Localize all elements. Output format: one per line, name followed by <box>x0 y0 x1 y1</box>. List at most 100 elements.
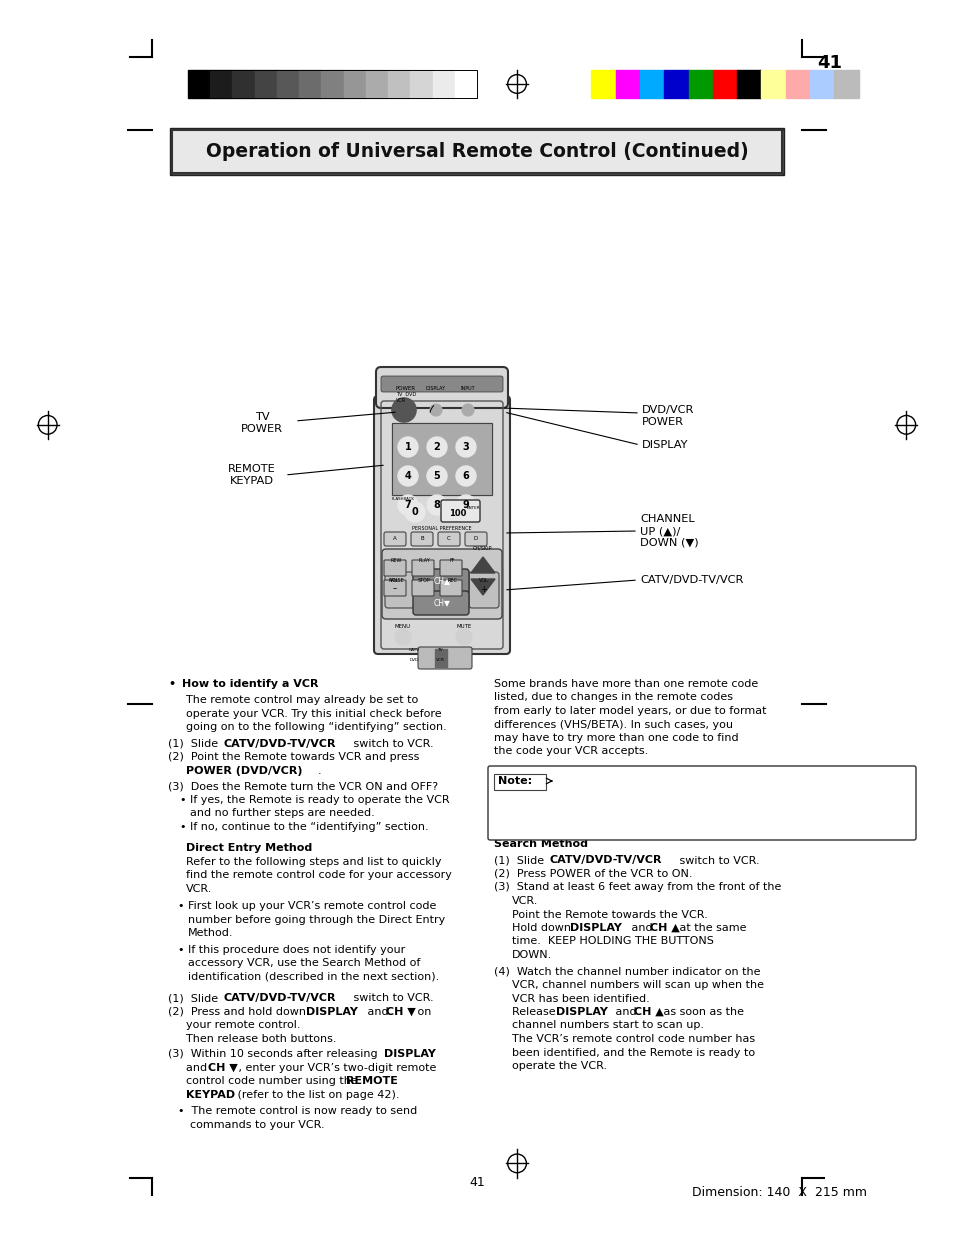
Text: the code your VCR accepts.: the code your VCR accepts. <box>494 746 648 757</box>
Bar <box>233 70 254 98</box>
Text: CH▼: CH▼ <box>433 599 450 608</box>
FancyBboxPatch shape <box>384 559 406 576</box>
Text: TV: TV <box>436 648 442 652</box>
Text: FLASHBACK: FLASHBACK <box>392 496 415 501</box>
Text: (refer to the list on page 42).: (refer to the list on page 42). <box>233 1091 399 1100</box>
Text: switch to VCR.: switch to VCR. <box>350 739 434 748</box>
Text: (2)  Press and hold down: (2) Press and hold down <box>168 1007 309 1016</box>
Text: as soon as the: as soon as the <box>659 1007 743 1016</box>
Text: 100: 100 <box>449 510 466 519</box>
Text: Depending on the model, year produced,: Depending on the model, year produced, <box>499 787 729 797</box>
Circle shape <box>456 495 476 515</box>
Bar <box>392 424 492 495</box>
Text: C: C <box>447 536 451 541</box>
Text: accessory VCR, use the Search Method of: accessory VCR, use the Search Method of <box>188 958 420 968</box>
Text: 2: 2 <box>434 442 440 452</box>
Text: DVD/VCR
POWER: DVD/VCR POWER <box>641 405 694 427</box>
Bar <box>321 70 343 98</box>
Text: 3: 3 <box>462 442 469 452</box>
Text: 5: 5 <box>434 471 440 480</box>
Text: •: • <box>168 679 175 689</box>
Text: • If this procedure does not identify your: • If this procedure does not identify yo… <box>178 945 405 955</box>
Text: commands to your VCR.: commands to your VCR. <box>190 1120 324 1130</box>
Bar <box>737 70 760 98</box>
Text: Search Method: Search Method <box>494 839 587 848</box>
Text: VCR.: VCR. <box>186 884 213 894</box>
Text: identification (described in the next section).: identification (described in the next se… <box>188 972 438 982</box>
Text: Then release both buttons.: Then release both buttons. <box>186 1034 336 1044</box>
Text: going on to the following “identifying” section.: going on to the following “identifying” … <box>186 722 446 732</box>
Text: CH▲: CH▲ <box>433 577 450 585</box>
Bar <box>435 650 447 667</box>
Text: Direct Entry Method: Direct Entry Method <box>186 844 312 853</box>
Text: (3)  Within 10 seconds after releasing: (3) Within 10 seconds after releasing <box>168 1050 381 1060</box>
Text: Point the Remote towards the VCR.: Point the Remote towards the VCR. <box>512 909 707 920</box>
FancyBboxPatch shape <box>381 550 501 619</box>
Text: 9: 9 <box>462 500 469 510</box>
Text: (3)  Does the Remote turn the VCR ON and OFF?: (3) Does the Remote turn the VCR ON and … <box>168 782 437 792</box>
Text: (1)  Slide: (1) Slide <box>494 856 547 866</box>
Text: not be compatible with the remote control.: not be compatible with the remote contro… <box>499 814 739 824</box>
Text: time.  KEEP HOLDING THE BUTTONS: time. KEEP HOLDING THE BUTTONS <box>512 936 713 946</box>
Text: 1: 1 <box>404 442 411 452</box>
Text: VOL: VOL <box>478 578 488 583</box>
Bar <box>760 70 785 98</box>
Text: on: on <box>414 1007 431 1016</box>
Text: POWER (DVD/VCR): POWER (DVD/VCR) <box>186 766 302 776</box>
Circle shape <box>430 404 441 416</box>
FancyBboxPatch shape <box>417 647 472 669</box>
Circle shape <box>461 404 474 416</box>
FancyBboxPatch shape <box>440 500 479 522</box>
Text: CH ▲: CH ▲ <box>634 1007 663 1016</box>
Text: DOWN.: DOWN. <box>512 950 552 960</box>
Text: Dimension: 140  X  215 mm: Dimension: 140 X 215 mm <box>692 1187 866 1199</box>
Text: Refer to the following steps and list to quickly: Refer to the following steps and list to… <box>186 857 441 867</box>
Text: 8: 8 <box>433 500 440 510</box>
FancyBboxPatch shape <box>412 559 434 576</box>
Bar <box>688 70 712 98</box>
Text: VCR: VCR <box>435 658 444 662</box>
Text: Method.: Method. <box>188 929 233 939</box>
Polygon shape <box>471 557 495 573</box>
Text: REMOTE: REMOTE <box>346 1077 397 1087</box>
FancyBboxPatch shape <box>439 580 461 597</box>
Text: Hold down: Hold down <box>512 923 574 932</box>
Text: • If yes, the Remote is ready to operate the VCR: • If yes, the Remote is ready to operate… <box>180 794 449 805</box>
Text: A: A <box>393 536 396 541</box>
Text: your remote control.: your remote control. <box>186 1020 300 1030</box>
FancyBboxPatch shape <box>469 572 498 608</box>
Bar <box>834 70 858 98</box>
Text: , enter your VCR’s two-digit remote: , enter your VCR’s two-digit remote <box>234 1063 436 1073</box>
Bar <box>663 70 688 98</box>
Text: VCR, channel numbers will scan up when the: VCR, channel numbers will scan up when t… <box>512 981 763 990</box>
Text: at the same: at the same <box>676 923 745 932</box>
Bar <box>615 70 639 98</box>
Text: control code number using the: control code number using the <box>186 1077 364 1087</box>
Text: B: B <box>419 536 423 541</box>
FancyBboxPatch shape <box>384 580 406 597</box>
Text: operate the VCR.: operate the VCR. <box>512 1061 606 1071</box>
Text: 7: 7 <box>404 500 411 510</box>
Bar <box>809 70 834 98</box>
Text: REMOTE
KEYPAD: REMOTE KEYPAD <box>228 464 275 485</box>
Text: CATV/DVD-TV/VCR: CATV/DVD-TV/VCR <box>224 993 336 1003</box>
FancyBboxPatch shape <box>374 396 510 655</box>
Bar <box>254 70 276 98</box>
Text: 4: 4 <box>404 471 411 480</box>
Text: TV
POWER: TV POWER <box>241 412 283 433</box>
FancyBboxPatch shape <box>380 375 502 391</box>
Text: CATV/DVD-TV/VCR: CATV/DVD-TV/VCR <box>550 856 661 866</box>
Text: D: D <box>474 536 477 541</box>
Bar <box>410 70 432 98</box>
Bar <box>172 131 781 173</box>
FancyBboxPatch shape <box>488 766 915 840</box>
Bar <box>432 70 455 98</box>
FancyBboxPatch shape <box>413 592 469 615</box>
Text: differences (VHS/BETA). In such cases, you: differences (VHS/BETA). In such cases, y… <box>494 720 732 730</box>
Text: •  The remote control is now ready to send: • The remote control is now ready to sen… <box>178 1107 416 1116</box>
Text: Some brands have more than one remote code: Some brands have more than one remote co… <box>494 679 758 689</box>
Text: DISPLAY: DISPLAY <box>556 1007 607 1016</box>
Bar <box>494 774 545 790</box>
Text: • First look up your VCR’s remote control code: • First look up your VCR’s remote contro… <box>178 902 436 911</box>
Text: 41: 41 <box>469 1176 484 1188</box>
